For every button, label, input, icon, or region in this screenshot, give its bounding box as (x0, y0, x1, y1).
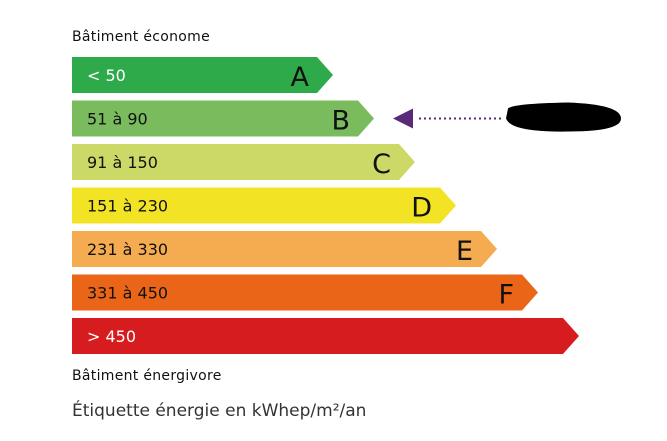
bar-shape (72, 187, 456, 224)
class-range: 151 à 230 (87, 197, 168, 216)
class-letter: F (498, 280, 514, 311)
class-bar-d: 151 à 230 D (72, 187, 456, 224)
class-letter: A (291, 62, 310, 93)
redacted-value (506, 102, 621, 132)
caption: Étiquette énergie en kWhep/m²/an (72, 401, 367, 421)
class-letter: C (372, 149, 391, 180)
rating-indicator (393, 102, 621, 132)
class-bar-b: 51 à 90 B (72, 100, 374, 137)
bar-shape (72, 100, 374, 137)
class-bar-f: 331 à 450 F (72, 274, 538, 311)
bar-shape (72, 274, 538, 311)
bar-shape (72, 318, 579, 354)
class-range: > 450 (87, 327, 136, 346)
bar-shape (72, 144, 415, 180)
class-bar-e: 231 à 330 E (72, 231, 497, 267)
bar-shape (72, 231, 497, 267)
class-letter: D (411, 193, 432, 224)
class-range: 231 à 330 (87, 240, 168, 259)
class-bar-a: < 50 A (72, 57, 333, 93)
class-letter: B (331, 106, 350, 137)
class-bar-c: 91 à 150 C (72, 144, 415, 180)
class-range: 91 à 150 (87, 153, 158, 172)
class-range: < 50 (87, 66, 126, 85)
class-letter: E (456, 236, 473, 267)
arrow-left-icon (393, 108, 413, 129)
label-inefficient: Bâtiment énergivore (72, 368, 222, 384)
class-range: 331 à 450 (87, 284, 168, 303)
bar-shape (72, 57, 333, 93)
label-efficient: Bâtiment économe (72, 29, 210, 45)
class-range: 51 à 90 (87, 110, 148, 129)
class-bar-g: > 450 (72, 318, 579, 354)
